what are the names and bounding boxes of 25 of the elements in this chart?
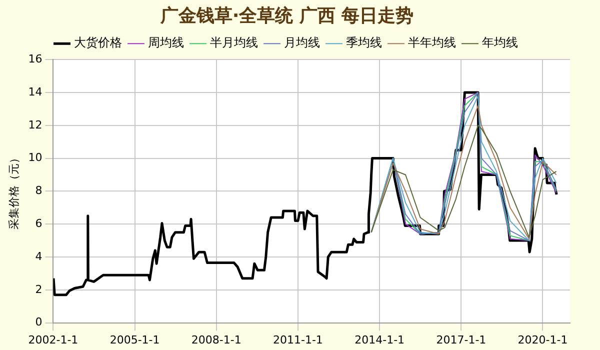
legend-label: 季均线 xyxy=(346,36,382,50)
legend-label: 半月均线 xyxy=(210,36,258,50)
y-tick-label: 8 xyxy=(35,184,42,198)
x-tick-label: 2005-1-1 xyxy=(110,333,160,346)
legend-label: 半年均线 xyxy=(408,36,456,50)
x-tick-label: 2017-1-1 xyxy=(436,333,486,346)
y-tick-label: 14 xyxy=(28,85,42,98)
chart-title: 广金钱草·全草统 广西 每日走势 xyxy=(159,5,414,26)
y-tick-label: 4 xyxy=(35,250,42,263)
y-tick-label: 6 xyxy=(35,216,42,230)
y-tick-label: 16 xyxy=(28,52,42,66)
legend-label: 周均线 xyxy=(148,36,184,50)
x-tick-label: 2002-1-1 xyxy=(28,333,78,346)
legend-label: 大货价格 xyxy=(74,36,122,50)
x-tick-label: 2008-1-1 xyxy=(191,333,242,346)
legend-label: 月均线 xyxy=(284,36,320,50)
y-tick-label: 12 xyxy=(28,118,42,132)
x-tick-label: 2014-1-1 xyxy=(354,333,405,346)
y-tick-label: 0 xyxy=(35,316,42,329)
legend-label: 年均线 xyxy=(482,36,518,50)
x-tick-label: 2011-1-1 xyxy=(273,333,323,346)
y-axis-title: 采集价格（元） xyxy=(7,152,20,230)
y-tick-label: 10 xyxy=(28,151,42,164)
y-tick-label: 2 xyxy=(35,282,42,296)
x-tick-label: 2020-1-1 xyxy=(518,333,568,346)
